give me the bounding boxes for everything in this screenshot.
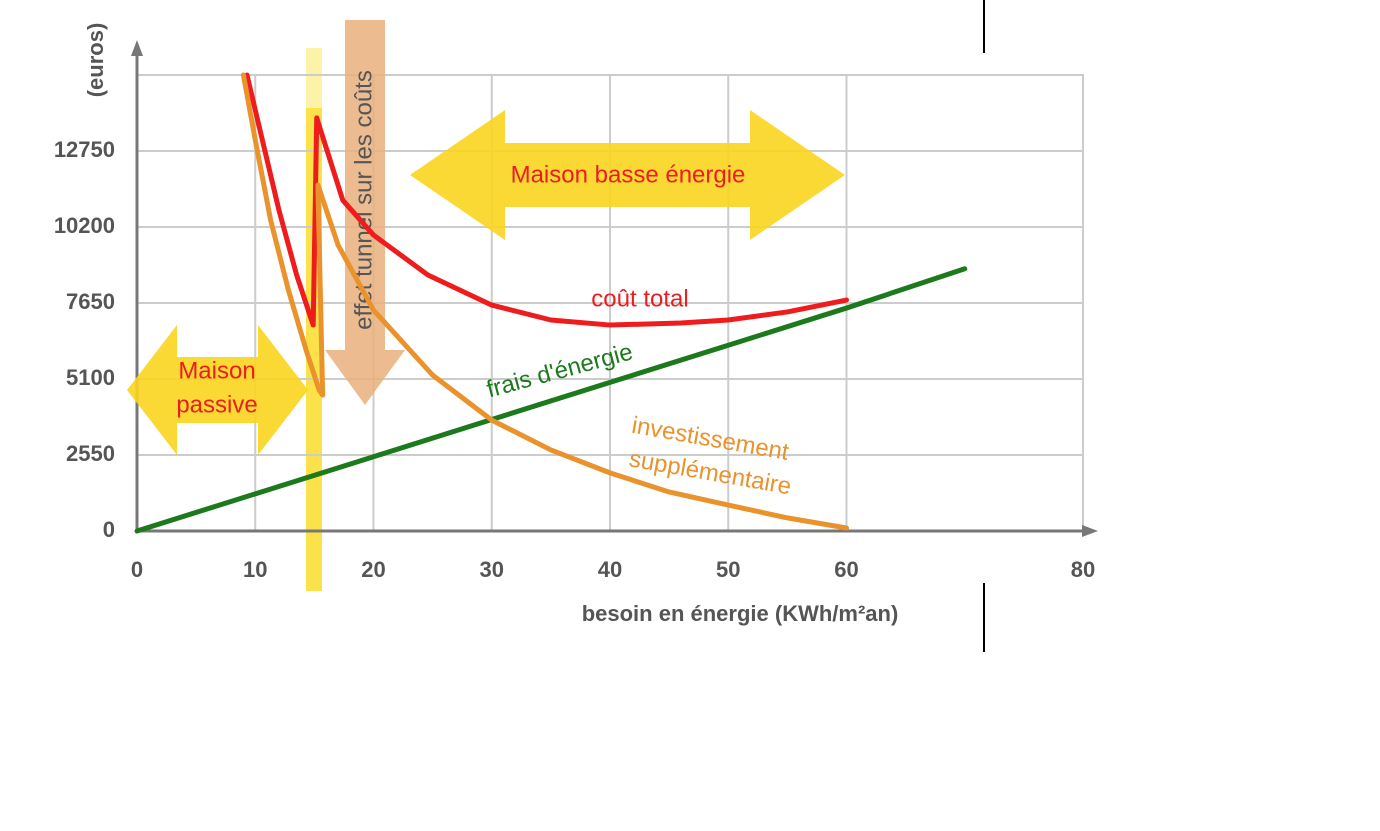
y-tick-label: 2550 [66,441,115,466]
annotation: Maison basse énergie [511,161,746,188]
x-tick-label: 80 [1071,557,1095,582]
series-label: coût total [591,285,688,312]
y-tick-label: 12750 [54,137,115,162]
passive-arrow [127,325,308,455]
series-line [134,266,968,534]
y-tick-label: 0 [103,517,115,542]
x-tick-label: 30 [480,557,504,582]
series-line [240,72,849,531]
y-tick-label: 5100 [66,365,115,390]
x-tick-label: 40 [598,557,622,582]
x-tick-label: 20 [361,557,385,582]
series-line [244,72,849,328]
x-tick-label: 10 [243,557,267,582]
x-axis-label: besoin en énergie (KWh/m²an) [582,601,899,626]
y-axis-label: (euros) [83,23,108,98]
x-tick-label: 0 [131,557,143,582]
annotation: Maison [178,357,255,384]
y-axis-arrow [131,40,143,56]
passive-band-top [306,48,322,108]
low-energy-arrow [410,110,845,240]
annotation: passive [176,391,257,418]
series-label: frais d'énergie [484,338,636,403]
tunnel-arrow [325,20,405,405]
y-tick-label: 7650 [66,289,115,314]
x-tick-label: 60 [834,557,858,582]
x-axis-arrow [1082,525,1098,537]
annotation: effet tunnel sur les coûts [350,70,377,330]
y-tick-label: 10200 [54,213,115,238]
x-tick-label: 50 [716,557,740,582]
